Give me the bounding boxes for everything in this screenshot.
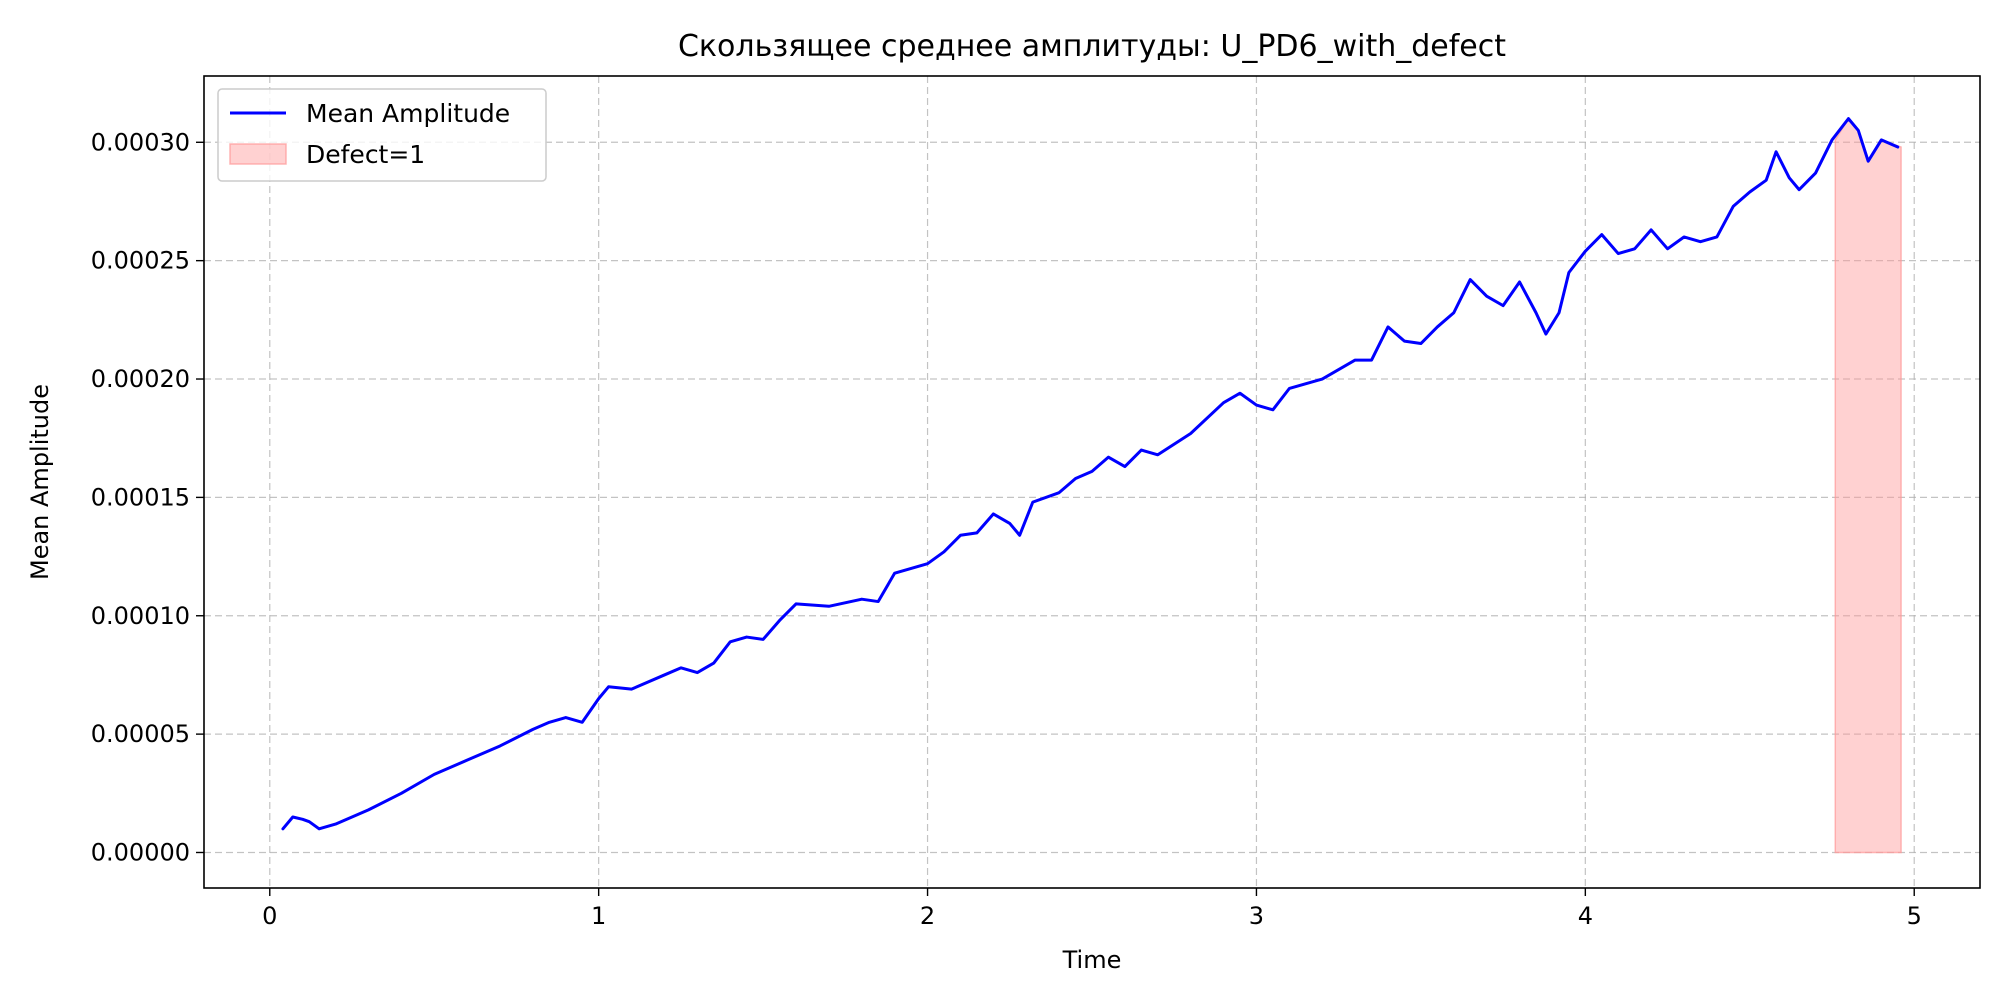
y-tick-label: 0.00020 <box>91 365 190 393</box>
legend-box <box>217 88 547 182</box>
y-tick-label: 0.00015 <box>91 483 190 511</box>
y-tick-label: 0.00025 <box>91 247 190 275</box>
legend-label-defect: Defect=1 <box>306 140 425 169</box>
chart-title: Скользящее среднее амплитуды: U_PD6_with… <box>678 29 1506 64</box>
y-tick-label: 0.00010 <box>91 602 190 630</box>
y-axis-label: Mean Amplitude <box>26 384 54 580</box>
shade-layer <box>1834 117 1902 854</box>
tick-layer: 0 1 2 3 4 5 0.00000 0.00005 0.00010 0.00015 0.0002… <box>91 128 1922 930</box>
x-tick-label: 4 <box>1578 902 1593 930</box>
defect-region <box>1834 117 1902 854</box>
x-tick-label: 0 <box>262 902 277 930</box>
series-layer <box>281 117 1900 831</box>
grid-layer <box>204 76 1980 888</box>
x-tick-label: 5 <box>1907 902 1922 930</box>
x-tick-label: 1 <box>591 902 606 930</box>
legend: Mean Amplitude Defect=1 <box>217 88 547 182</box>
x-tick-label: 3 <box>1249 902 1264 930</box>
y-tick-label: 0.00030 <box>91 128 190 156</box>
legend-patch-swatch <box>229 143 287 165</box>
plot-frame <box>203 75 1981 889</box>
x-axis-label: Time <box>1062 946 1122 974</box>
x-tick-label: 2 <box>920 902 935 930</box>
legend-label-mean-amplitude: Mean Amplitude <box>306 99 510 128</box>
series-line-mean-amplitude <box>281 117 1900 831</box>
y-tick-label: 0.00000 <box>91 838 190 866</box>
y-tick-label: 0.00005 <box>91 720 190 748</box>
